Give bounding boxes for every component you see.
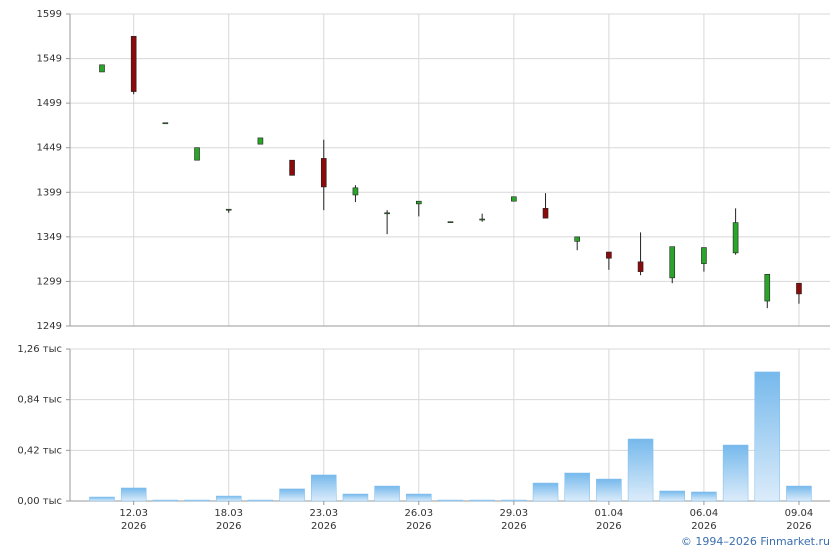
x-tick-label: 2026 xyxy=(691,521,716,532)
candle-body xyxy=(796,282,802,295)
candle-body xyxy=(257,137,264,145)
volume-bar xyxy=(120,487,147,502)
candle-body xyxy=(542,208,549,219)
x-tick-label: 2026 xyxy=(311,521,336,532)
volume-bar xyxy=(754,371,781,502)
x-tick-label: 2026 xyxy=(596,521,621,532)
candle-body xyxy=(764,273,771,302)
y-tick-label: 1599 xyxy=(37,9,62,20)
x-tick-label: 09.04 xyxy=(785,508,814,519)
volume-bar xyxy=(247,499,274,502)
volume-bar xyxy=(722,444,749,502)
x-tick-label: 26.03 xyxy=(404,508,433,519)
candle-body xyxy=(606,251,612,259)
volume-bar xyxy=(311,474,337,502)
candle-body xyxy=(352,187,359,196)
y-tick-label: 1349 xyxy=(37,232,62,243)
x-tick-label: 06.04 xyxy=(690,508,719,519)
x-tick-label: 2026 xyxy=(501,521,526,532)
volume-bar xyxy=(406,493,432,502)
volume-bar xyxy=(501,499,527,502)
volume-bar xyxy=(437,499,464,502)
candle-body xyxy=(479,218,485,221)
candle-body xyxy=(447,221,454,224)
volume-bar xyxy=(342,493,369,502)
volume-bar xyxy=(564,472,590,502)
volume-bar xyxy=(532,482,559,502)
x-tick-label: 2026 xyxy=(406,521,431,532)
volume-bar xyxy=(469,499,495,502)
footer: © 1994–2026 Finmarket.ru xyxy=(681,535,830,548)
candle-body xyxy=(732,222,739,254)
y-tick-label: 0,42 тыс xyxy=(17,445,62,456)
y-tick-label: 1399 xyxy=(37,187,62,198)
candle-body xyxy=(162,122,169,125)
volume-bar xyxy=(215,495,242,502)
y-tick-label: 0,84 тыс xyxy=(17,395,62,406)
candle-body xyxy=(225,208,232,211)
volume-bar xyxy=(659,490,685,502)
y-tick-label: 1,26 тыс xyxy=(17,344,62,355)
y-tick-label: 1449 xyxy=(37,143,62,154)
volume-bar xyxy=(627,438,654,502)
candle-body xyxy=(194,147,200,161)
candle-body xyxy=(574,236,581,242)
y-tick-label: 0,00 тыс xyxy=(17,496,62,507)
volume-bar xyxy=(184,499,210,502)
x-tick-label: 01.04 xyxy=(595,508,624,519)
y-tick-label: 1249 xyxy=(37,321,62,332)
x-tick-label: 18.03 xyxy=(214,508,243,519)
volume-bar xyxy=(152,499,179,502)
volume-bar xyxy=(89,496,115,502)
candle-body xyxy=(511,196,517,202)
volume-bar xyxy=(691,491,717,502)
candle-body xyxy=(289,159,295,176)
candle-body xyxy=(637,261,644,272)
candle-body xyxy=(415,200,422,205)
y-tick-label: 1499 xyxy=(37,98,62,109)
x-tick-label: 23.03 xyxy=(309,508,338,519)
volume-bar xyxy=(786,485,812,502)
x-tick-label: 2026 xyxy=(786,521,811,532)
candle-body xyxy=(384,212,390,215)
x-tick-label: 2026 xyxy=(216,521,241,532)
candle-body xyxy=(99,64,105,73)
x-tick-label: 2026 xyxy=(121,521,146,532)
x-tick-label: 12.03 xyxy=(119,508,148,519)
x-tick-label: 29.03 xyxy=(500,508,529,519)
volume-bar xyxy=(279,488,305,502)
y-tick-label: 1299 xyxy=(37,276,62,287)
y-tick-label: 1549 xyxy=(37,54,62,65)
candle-body xyxy=(320,158,327,188)
candle-body xyxy=(701,247,707,264)
volume-bar xyxy=(596,478,622,502)
candle-body xyxy=(130,35,137,92)
candle-body xyxy=(669,246,676,279)
volume-bar xyxy=(374,485,400,502)
